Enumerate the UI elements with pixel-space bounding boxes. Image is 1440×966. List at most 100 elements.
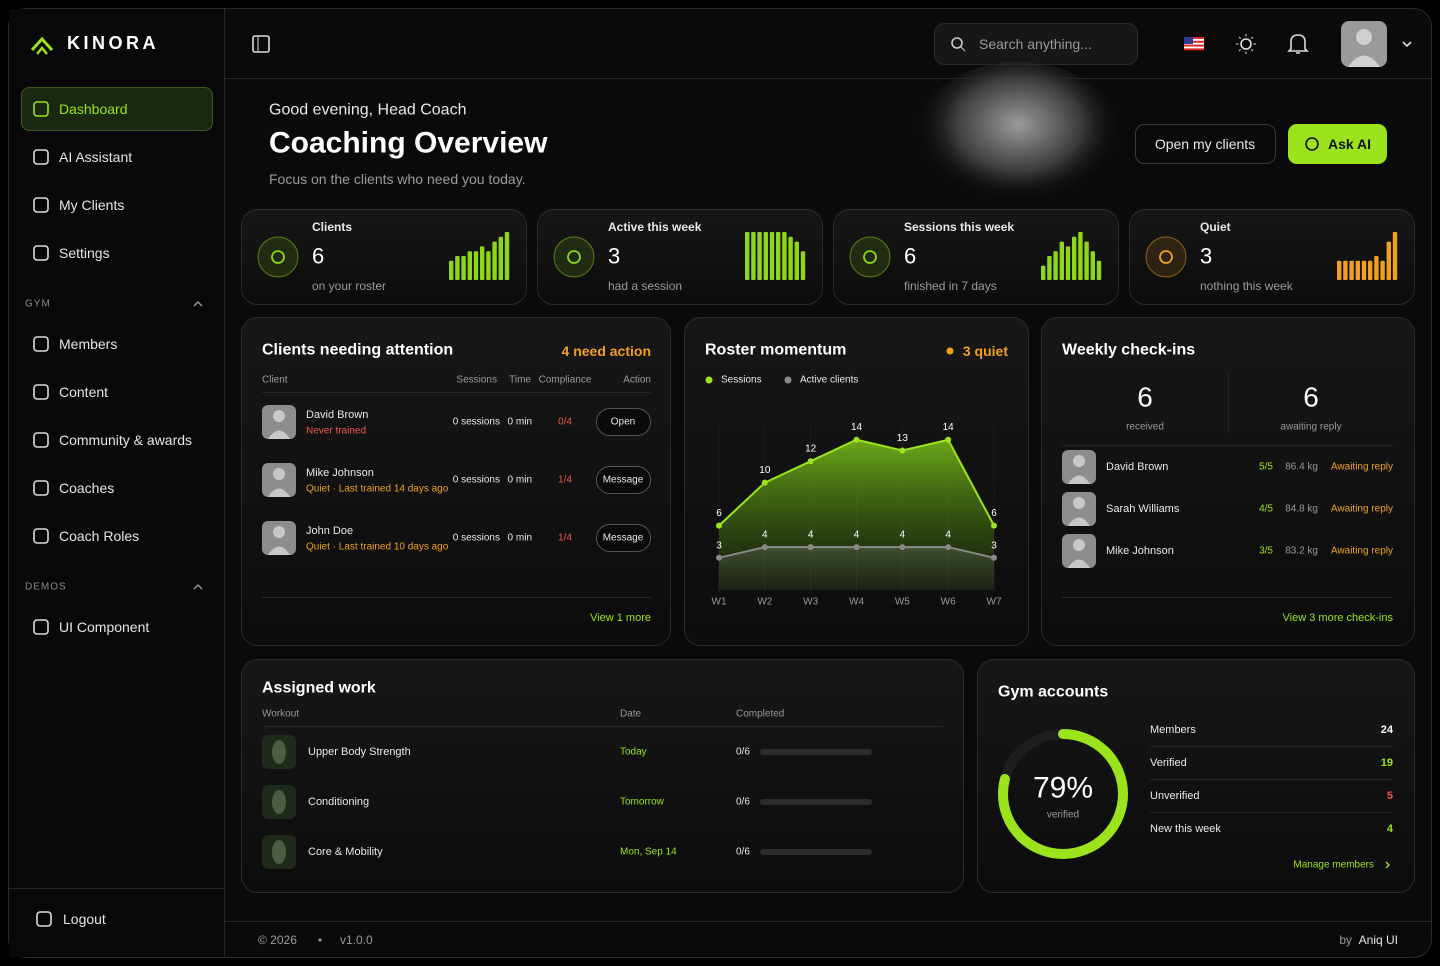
button[interactable]: [1288, 124, 1387, 164]
action-button[interactable]: [596, 466, 651, 494]
stat-icon-glyph: [1159, 250, 1173, 264]
badge: 4 need action: [562, 343, 651, 359]
button[interactable]: [1135, 124, 1276, 164]
client-status: Never trained: [306, 426, 366, 437]
completed: 0/6: [736, 797, 750, 808]
workout-name: Core & Mobility: [308, 846, 383, 858]
logo: [36, 46, 48, 55]
workout-date: Mon, Sep 14: [620, 847, 677, 858]
greeting: Good evening, Head Coach: [269, 102, 466, 119]
action-button[interactable]: [596, 408, 651, 436]
x-tick-label: W4: [849, 597, 864, 608]
spark-bar: [1386, 241, 1391, 280]
client-name: Sarah Williams: [1106, 503, 1180, 515]
notifications[interactable]: [1287, 34, 1309, 54]
spark-bar: [461, 256, 466, 280]
sessions: 0 sessions: [453, 417, 500, 428]
time: 0 min: [508, 417, 532, 428]
card: [977, 659, 1415, 893]
credit-prefix: by: [1339, 933, 1352, 947]
link[interactable]: View 1 more: [590, 612, 651, 624]
data-label: 10: [759, 465, 771, 476]
nav-item[interactable]: Settings: [59, 245, 110, 261]
point: [945, 544, 952, 551]
nav-item[interactable]: UI Component: [59, 619, 149, 635]
divider: [960, 46, 966, 52]
account-label: New this week: [1150, 823, 1221, 835]
search-icon: [951, 37, 963, 49]
nav-active[interactable]: [21, 87, 213, 131]
icon: [33, 101, 49, 117]
link[interactable]: View 3 more check-ins: [1283, 612, 1394, 624]
count: 6: [1303, 382, 1319, 413]
spark-bar: [1355, 260, 1360, 280]
copyright: © 2026: [258, 933, 297, 947]
action-label: Message: [603, 533, 644, 544]
avatar-body: [268, 488, 290, 497]
client-name: John Doe: [306, 525, 353, 537]
gauge-value: 79%: [1033, 772, 1093, 805]
data-label: 12: [805, 444, 817, 455]
spark-bar: [1368, 260, 1373, 280]
icon: [33, 432, 49, 448]
nav-item[interactable]: Community & awards: [59, 432, 192, 448]
client-name: David Brown: [1106, 461, 1168, 473]
avatar-head: [1073, 497, 1085, 509]
data-label: 3: [991, 540, 997, 551]
spark-bar: [788, 236, 793, 280]
avatar-body: [268, 546, 290, 555]
spark-bar: [1084, 241, 1089, 280]
x-tick-label: W2: [757, 597, 772, 608]
spark-bar: [486, 251, 491, 280]
stat-caption: on your roster: [312, 279, 386, 293]
user-menu[interactable]: [1402, 41, 1412, 48]
nav-item[interactable]: Dashboard: [59, 101, 128, 117]
stat-icon: [849, 236, 891, 278]
legend-label: Active clients: [800, 375, 858, 386]
column-header: Client: [262, 375, 288, 386]
data-label: 4: [808, 530, 814, 541]
link[interactable]: Manage members: [1293, 860, 1374, 871]
icon: [33, 528, 49, 544]
nav-item[interactable]: AI Assistant: [59, 149, 132, 165]
column-header: Sessions: [456, 375, 497, 386]
spark-bar: [498, 236, 503, 280]
collapse-icon[interactable]: [193, 301, 203, 307]
action-button[interactable]: [596, 524, 651, 552]
client-status: Quiet · Last trained 10 days ago: [306, 542, 449, 553]
status: Awaiting reply: [1331, 504, 1393, 515]
action-label: Open: [611, 417, 635, 428]
data-label: 6: [991, 508, 997, 519]
score: 4/5: [1259, 504, 1273, 515]
button-label: Ask AI: [1328, 136, 1371, 152]
nav-item[interactable]: My Clients: [59, 197, 124, 213]
nav-item[interactable]: Members: [59, 336, 117, 352]
client-status: Quiet · Last trained 14 days ago: [306, 484, 449, 495]
avatar-body: [1068, 517, 1090, 526]
nav-item[interactable]: Coach Roles: [59, 528, 139, 544]
theme-toggle[interactable]: [1240, 38, 1252, 50]
point: [945, 436, 952, 443]
stat-label: Clients: [312, 220, 352, 234]
x-tick-label: W3: [803, 597, 818, 608]
card: [241, 317, 671, 646]
legend-swatch: [784, 376, 792, 384]
user-avatar-head: [1356, 29, 1372, 45]
stat-value: 6: [312, 244, 324, 269]
nav-item[interactable]: Content: [59, 384, 108, 400]
nav-item[interactable]: Coaches: [59, 480, 114, 496]
card-title: Clients needing attention: [262, 342, 453, 359]
version: v1.0.0: [340, 933, 373, 947]
x-tick-label: W1: [712, 597, 727, 608]
point: [853, 544, 860, 551]
column-header: Time: [509, 375, 531, 386]
logout[interactable]: Logout: [63, 911, 106, 927]
sidebar-toggle[interactable]: [252, 35, 270, 53]
spark-bar: [1078, 232, 1083, 280]
column-header: Completed: [736, 709, 784, 720]
data-label: 4: [854, 530, 860, 541]
collapse-icon[interactable]: [193, 584, 203, 590]
sidebar: [9, 9, 224, 957]
flag-stripe: [1184, 40, 1204, 43]
card-title: Assigned work: [262, 680, 376, 697]
